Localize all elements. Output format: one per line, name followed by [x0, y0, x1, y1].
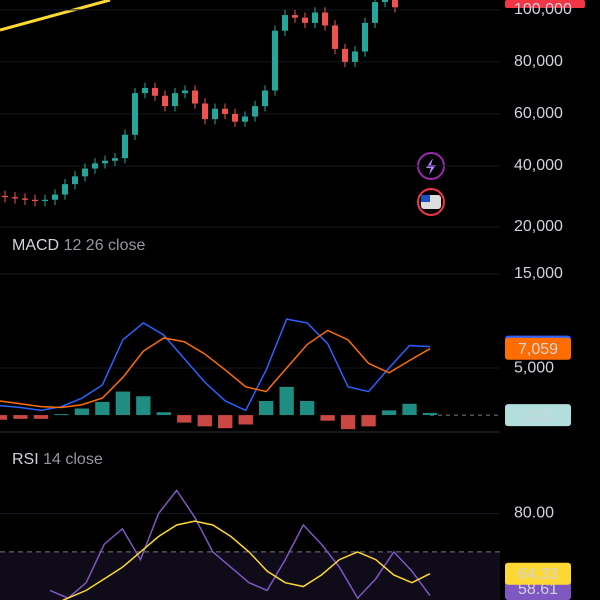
candle-body [132, 93, 138, 135]
histogram-bar [299, 400, 315, 416]
macd-line [0, 329, 431, 409]
candle-body [32, 199, 38, 202]
histogram-bar [402, 403, 417, 416]
histogram-bar [115, 391, 131, 416]
last-value-label: 58.61 [518, 581, 558, 598]
histogram-bar [54, 414, 69, 416]
histogram-bar [95, 401, 110, 416]
macd-params: 12 26 close [64, 237, 146, 254]
rsi-title: RSI 14 close [12, 451, 103, 468]
candle-body [92, 163, 98, 169]
candle-body [72, 176, 78, 185]
last-value-tag [505, 404, 571, 427]
candle-body [62, 184, 68, 195]
candle-body [302, 17, 308, 23]
candle-body [242, 116, 248, 122]
histogram-bar [33, 415, 49, 419]
candle-body [312, 12, 318, 23]
candle-body [172, 93, 178, 107]
candle-body [332, 25, 338, 49]
candle-body [322, 12, 328, 26]
histogram-bar [381, 410, 397, 416]
flash-glyph [426, 158, 436, 175]
candle-body [342, 48, 348, 62]
last-value-label: 7,059 [518, 341, 558, 358]
last-value-tag [505, 562, 571, 585]
candle-body [282, 15, 288, 31]
histogram-bar [218, 415, 233, 429]
candle-body [22, 198, 28, 200]
last-value-label: 64.33 [518, 566, 558, 583]
y-tick-label: 5,000 [514, 359, 554, 376]
candle-body [262, 90, 268, 107]
candle-body [352, 51, 358, 62]
y-tick-label: 100,000 [514, 1, 572, 18]
histogram-bar [422, 412, 438, 416]
histogram-bar [197, 415, 212, 427]
flag-canton [421, 195, 430, 202]
candle-body [122, 134, 128, 159]
candle-body [232, 113, 238, 122]
histogram-bar [0, 415, 8, 420]
histogram-bar [320, 415, 335, 421]
last-value-tag [505, 337, 571, 360]
histogram-bar [340, 415, 356, 430]
price-tag [505, 0, 585, 8]
candle-body [12, 197, 18, 199]
last-value-label: 223 [525, 407, 552, 424]
rsi-line [49, 489, 431, 600]
histogram-bar [279, 386, 294, 416]
histogram-bar [156, 412, 171, 416]
histogram-bar [361, 415, 376, 427]
candle-body [52, 194, 58, 200]
candle-body [252, 106, 258, 117]
candle-body [202, 103, 208, 120]
histogram-bar [74, 408, 90, 416]
macd-name: MACD [12, 237, 59, 254]
candle-body [102, 160, 108, 164]
histogram-bar [259, 400, 274, 416]
rsi-name: RSI [12, 451, 39, 468]
y-tick-label: 40,000 [514, 157, 563, 174]
histogram-bar [238, 415, 253, 425]
candle-body [142, 87, 148, 94]
histogram-bar [13, 415, 28, 419]
candle-body [42, 199, 48, 202]
candle-body [82, 168, 88, 177]
candle-body [292, 15, 298, 18]
candle-body [362, 22, 368, 52]
candle-body [222, 108, 228, 114]
candle-body [372, 2, 378, 23]
candle-body [212, 108, 218, 120]
candle-body [272, 30, 278, 91]
macd-title: MACD 12 26 close [12, 237, 146, 254]
rsi-params: 14 close [43, 451, 103, 468]
candle-body [112, 158, 118, 161]
histogram-bar [136, 396, 151, 416]
candle-body [192, 90, 198, 104]
candle-body [382, 0, 388, 3]
candle-body [152, 87, 158, 96]
histogram-bar [177, 415, 192, 423]
candle-body [182, 90, 188, 94]
candle-body [162, 95, 168, 107]
flag-icon[interactable] [417, 188, 445, 216]
rsi-line [61, 520, 431, 600]
y-tick-label: 80.00 [514, 505, 554, 522]
candle-body [392, 0, 398, 8]
y-tick-label: 15,000 [514, 265, 563, 282]
y-tick-label: 20,000 [514, 218, 563, 235]
candle-body [2, 195, 8, 198]
macd-line [0, 318, 431, 412]
y-tick-label: 60,000 [514, 105, 563, 122]
y-tick-label: 80,000 [514, 53, 563, 70]
trendline [0, 0, 111, 32]
